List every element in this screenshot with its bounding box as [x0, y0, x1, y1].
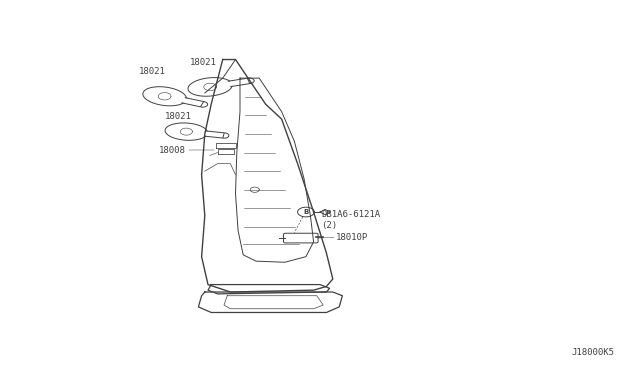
Text: 18021: 18021 [139, 67, 166, 76]
Text: B: B [303, 209, 308, 215]
Text: 18010P: 18010P [336, 233, 368, 242]
Text: J18000K5: J18000K5 [572, 348, 614, 357]
Text: 18021: 18021 [190, 58, 217, 67]
Text: 18021: 18021 [164, 112, 191, 121]
Text: DB1A6-6121A
(2): DB1A6-6121A (2) [321, 210, 380, 230]
Text: 18008: 18008 [159, 146, 186, 155]
